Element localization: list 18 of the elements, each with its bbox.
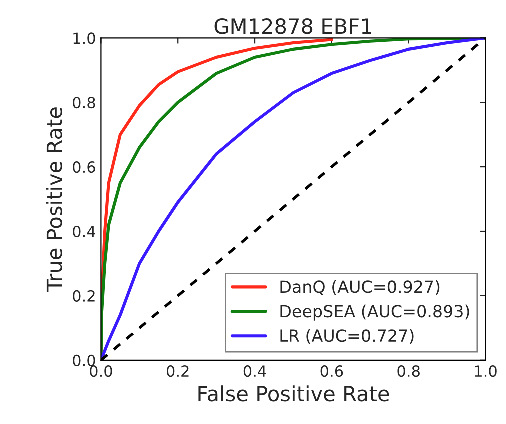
- x-tick-label: 1.0: [475, 366, 497, 378]
- x-tick-label: 0.2: [166, 366, 189, 378]
- y-tick-label: 0.8: [73, 97, 96, 109]
- chart-title: GM12878 EBF1: [214, 18, 372, 34]
- x-axis-title: False Positive Rate: [198, 386, 390, 402]
- y-tick-label: 1.0: [74, 32, 96, 44]
- x-tick-label: 0.6: [320, 366, 344, 378]
- y-tick-label: 0.6: [73, 162, 96, 174]
- legend-label: LR (AUC=0.727): [280, 329, 414, 344]
- x-tick-label: 0.0: [90, 366, 112, 378]
- x-tick-label: 0.4: [244, 366, 266, 378]
- legend-label: DanQ (AUC=0.927): [280, 280, 440, 296]
- y-tick-label: 0.2: [73, 290, 95, 302]
- x-tick-label: 0.8: [398, 366, 420, 378]
- y-tick-label: 0.4: [73, 226, 96, 238]
- legend-label: DeepSEA (AUC=0.893): [280, 304, 470, 321]
- y-axis-title: True Positive Rate: [46, 108, 62, 292]
- y-tick-label: 0.0: [73, 354, 96, 366]
